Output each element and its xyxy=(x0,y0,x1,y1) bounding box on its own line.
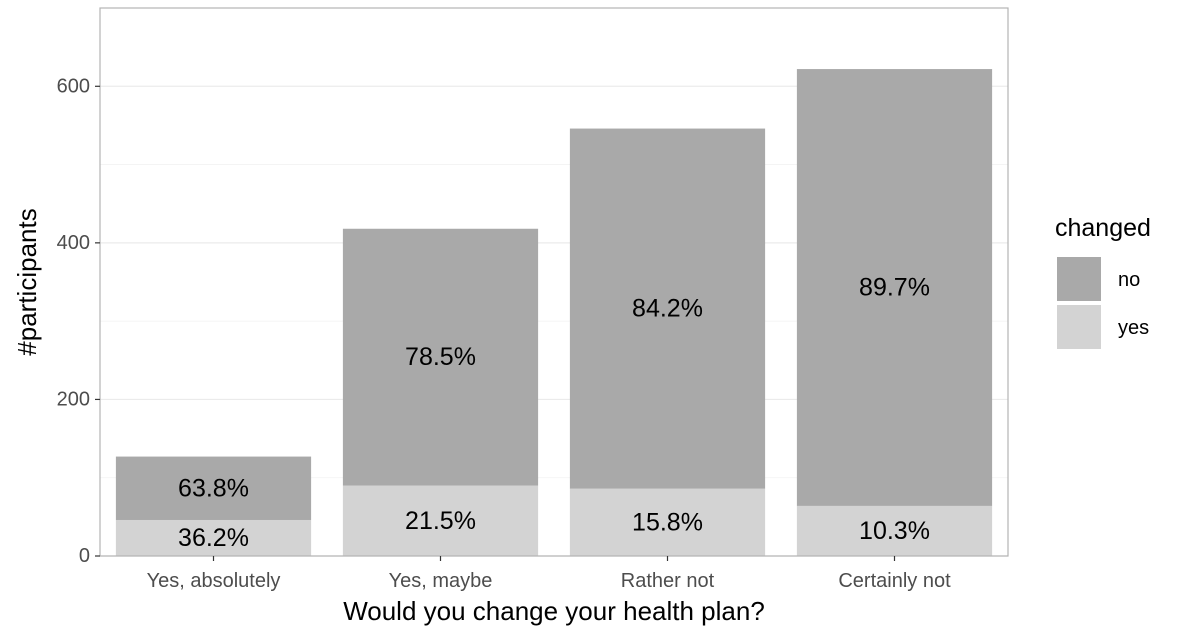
bar-label-yes: 15.8% xyxy=(632,508,703,536)
bar-segment-yes xyxy=(342,485,539,556)
y-tick-label: 0 xyxy=(79,545,90,567)
bar-segment-no xyxy=(342,228,539,486)
y-axis-title: #participants xyxy=(12,208,42,355)
bar-labels: 36.2% 63.8% 21.5% 78.5% 15.8% 84.2% 10.3% 89.7% xyxy=(178,273,930,552)
legend: changed no yes xyxy=(1055,214,1151,349)
bar-segment-no xyxy=(796,69,993,506)
bar-segment-yes xyxy=(796,505,993,556)
x-axis: Yes, absolutely Yes, maybe Rather not Certa… xyxy=(147,556,951,592)
y-tick-label: 400 xyxy=(57,232,90,254)
x-tick-label: Yes, absolutely xyxy=(147,570,281,592)
bars xyxy=(115,69,993,556)
bar-segment-yes xyxy=(569,488,766,556)
y-axis: 0 200 400 600 xyxy=(57,75,100,567)
legend-title: changed xyxy=(1055,214,1151,242)
x-tick-label: Yes, maybe xyxy=(389,570,493,592)
legend-label-yes: yes xyxy=(1118,317,1149,339)
x-axis-title: Would you change your health plan? xyxy=(343,596,765,626)
bar-label-no: 89.7% xyxy=(859,273,930,301)
bar-segment-yes xyxy=(115,519,312,556)
bar-label-yes: 10.3% xyxy=(859,517,930,545)
legend-label-no: no xyxy=(1118,269,1140,291)
x-tick-label: Certainly not xyxy=(838,570,951,592)
bar-label-no: 84.2% xyxy=(632,295,703,323)
bar-label-yes: 21.5% xyxy=(405,507,476,535)
y-tick-label: 600 xyxy=(57,75,90,97)
legend-key-yes xyxy=(1057,305,1101,349)
bar-label-no: 78.5% xyxy=(405,343,476,371)
bar-segment-no xyxy=(115,456,312,520)
legend-key-no xyxy=(1057,257,1101,301)
y-tick-label: 200 xyxy=(57,388,90,410)
bar-segment-no xyxy=(569,128,766,489)
panel-border xyxy=(99,7,1009,557)
bar-label-yes: 36.2% xyxy=(178,524,249,552)
x-tick-label: Rather not xyxy=(621,570,715,592)
bar-label-no: 63.8% xyxy=(178,474,249,502)
